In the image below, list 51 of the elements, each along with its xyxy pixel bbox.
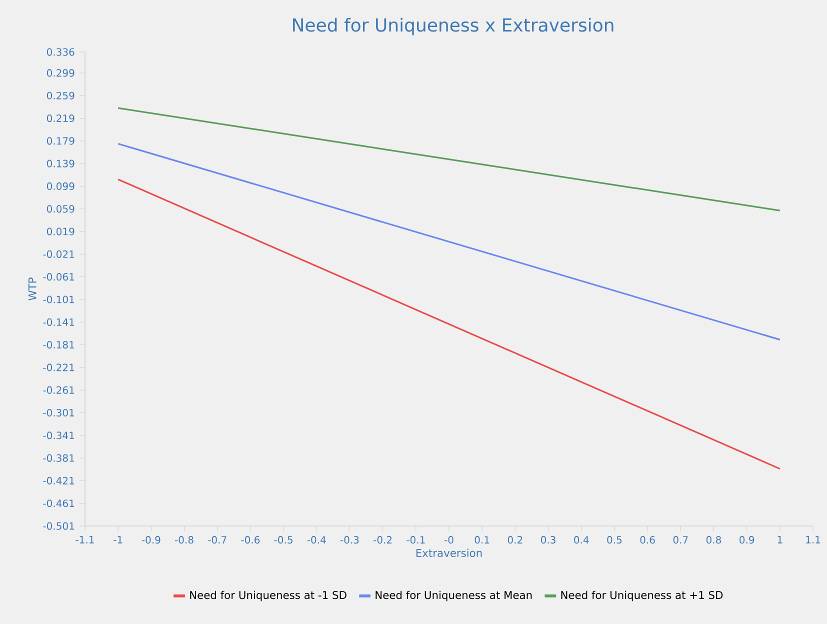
y-tick-label: -0.061: [43, 273, 74, 281]
legend-label: Need for Uniqueness at Mean: [376, 590, 532, 602]
x-tick-label: 0.3: [540, 536, 556, 544]
x-tick-label: -0.1: [406, 536, 425, 544]
x-tick-label: 0.7: [673, 536, 688, 544]
y-tick-label: 0.179: [47, 137, 74, 145]
y-tick-label: 0.139: [47, 160, 74, 168]
y-tick-label: 0.336: [47, 48, 74, 56]
x-tick-label: -1.1: [76, 536, 94, 544]
x-tick-label: -0.3: [340, 536, 359, 544]
y-tick-label: -0.501: [43, 522, 74, 530]
y-tick-label: -0.421: [43, 476, 74, 484]
y-tick-label: 0.059: [47, 205, 74, 213]
x-tick-label: -0.6: [241, 536, 260, 544]
x-tick-label: 0.4: [574, 536, 589, 544]
y-tick-label: -0.341: [43, 432, 74, 440]
x-tick-label: -0.5: [274, 536, 292, 544]
x-tick-label: -0.2: [374, 536, 392, 544]
x-tick-label: 0.8: [706, 536, 721, 544]
y-tick-label: -0.101: [43, 296, 74, 304]
y-tick-label: -0.461: [43, 500, 74, 508]
x-tick-label: 0.5: [607, 536, 622, 544]
chart-title: Need for Uniqueness x Extraversion: [293, 18, 614, 36]
x-tick-label: -0.9: [142, 536, 160, 544]
x-tick-label: -1: [114, 536, 122, 544]
y-tick-label: 0.219: [47, 114, 74, 122]
x-tick-label: 0.2: [508, 536, 522, 544]
y-tick-label: 0.099: [47, 182, 74, 190]
x-tick-label: -0.7: [208, 536, 226, 544]
y-tick-label: -0.021: [43, 250, 74, 258]
x-axis-title: Extraversion: [416, 548, 482, 558]
y-tick-label: -0.181: [43, 340, 74, 349]
y-tick-label: -0.381: [43, 454, 74, 462]
x-tick-label: 0.9: [740, 536, 754, 544]
y-tick-label: 0.019: [47, 228, 74, 236]
legend-label: Need for Uniqueness at +1 SD: [561, 590, 723, 602]
x-tick-label: 1.1: [806, 536, 820, 544]
legend-label: Need for Uniqueness at -1 SD: [190, 590, 346, 602]
y-tick-label: -0.221: [43, 364, 74, 372]
y-tick-label: 0.299: [47, 69, 74, 77]
y-tick-label: -0.141: [43, 318, 74, 326]
x-tick-label: 0.6: [640, 536, 655, 544]
x-tick-label: -0.8: [175, 536, 194, 544]
y-tick-label: 0.259: [47, 92, 74, 100]
y-axis-title: WTP: [28, 278, 36, 300]
y-tick-label: -0.261: [43, 386, 74, 394]
x-tick-label: 1: [778, 536, 782, 544]
x-tick-label: 0.1: [474, 536, 490, 544]
x-tick-label: -0: [444, 536, 454, 544]
x-tick-label: -0.4: [307, 536, 326, 544]
y-tick-label: -0.301: [43, 408, 74, 417]
